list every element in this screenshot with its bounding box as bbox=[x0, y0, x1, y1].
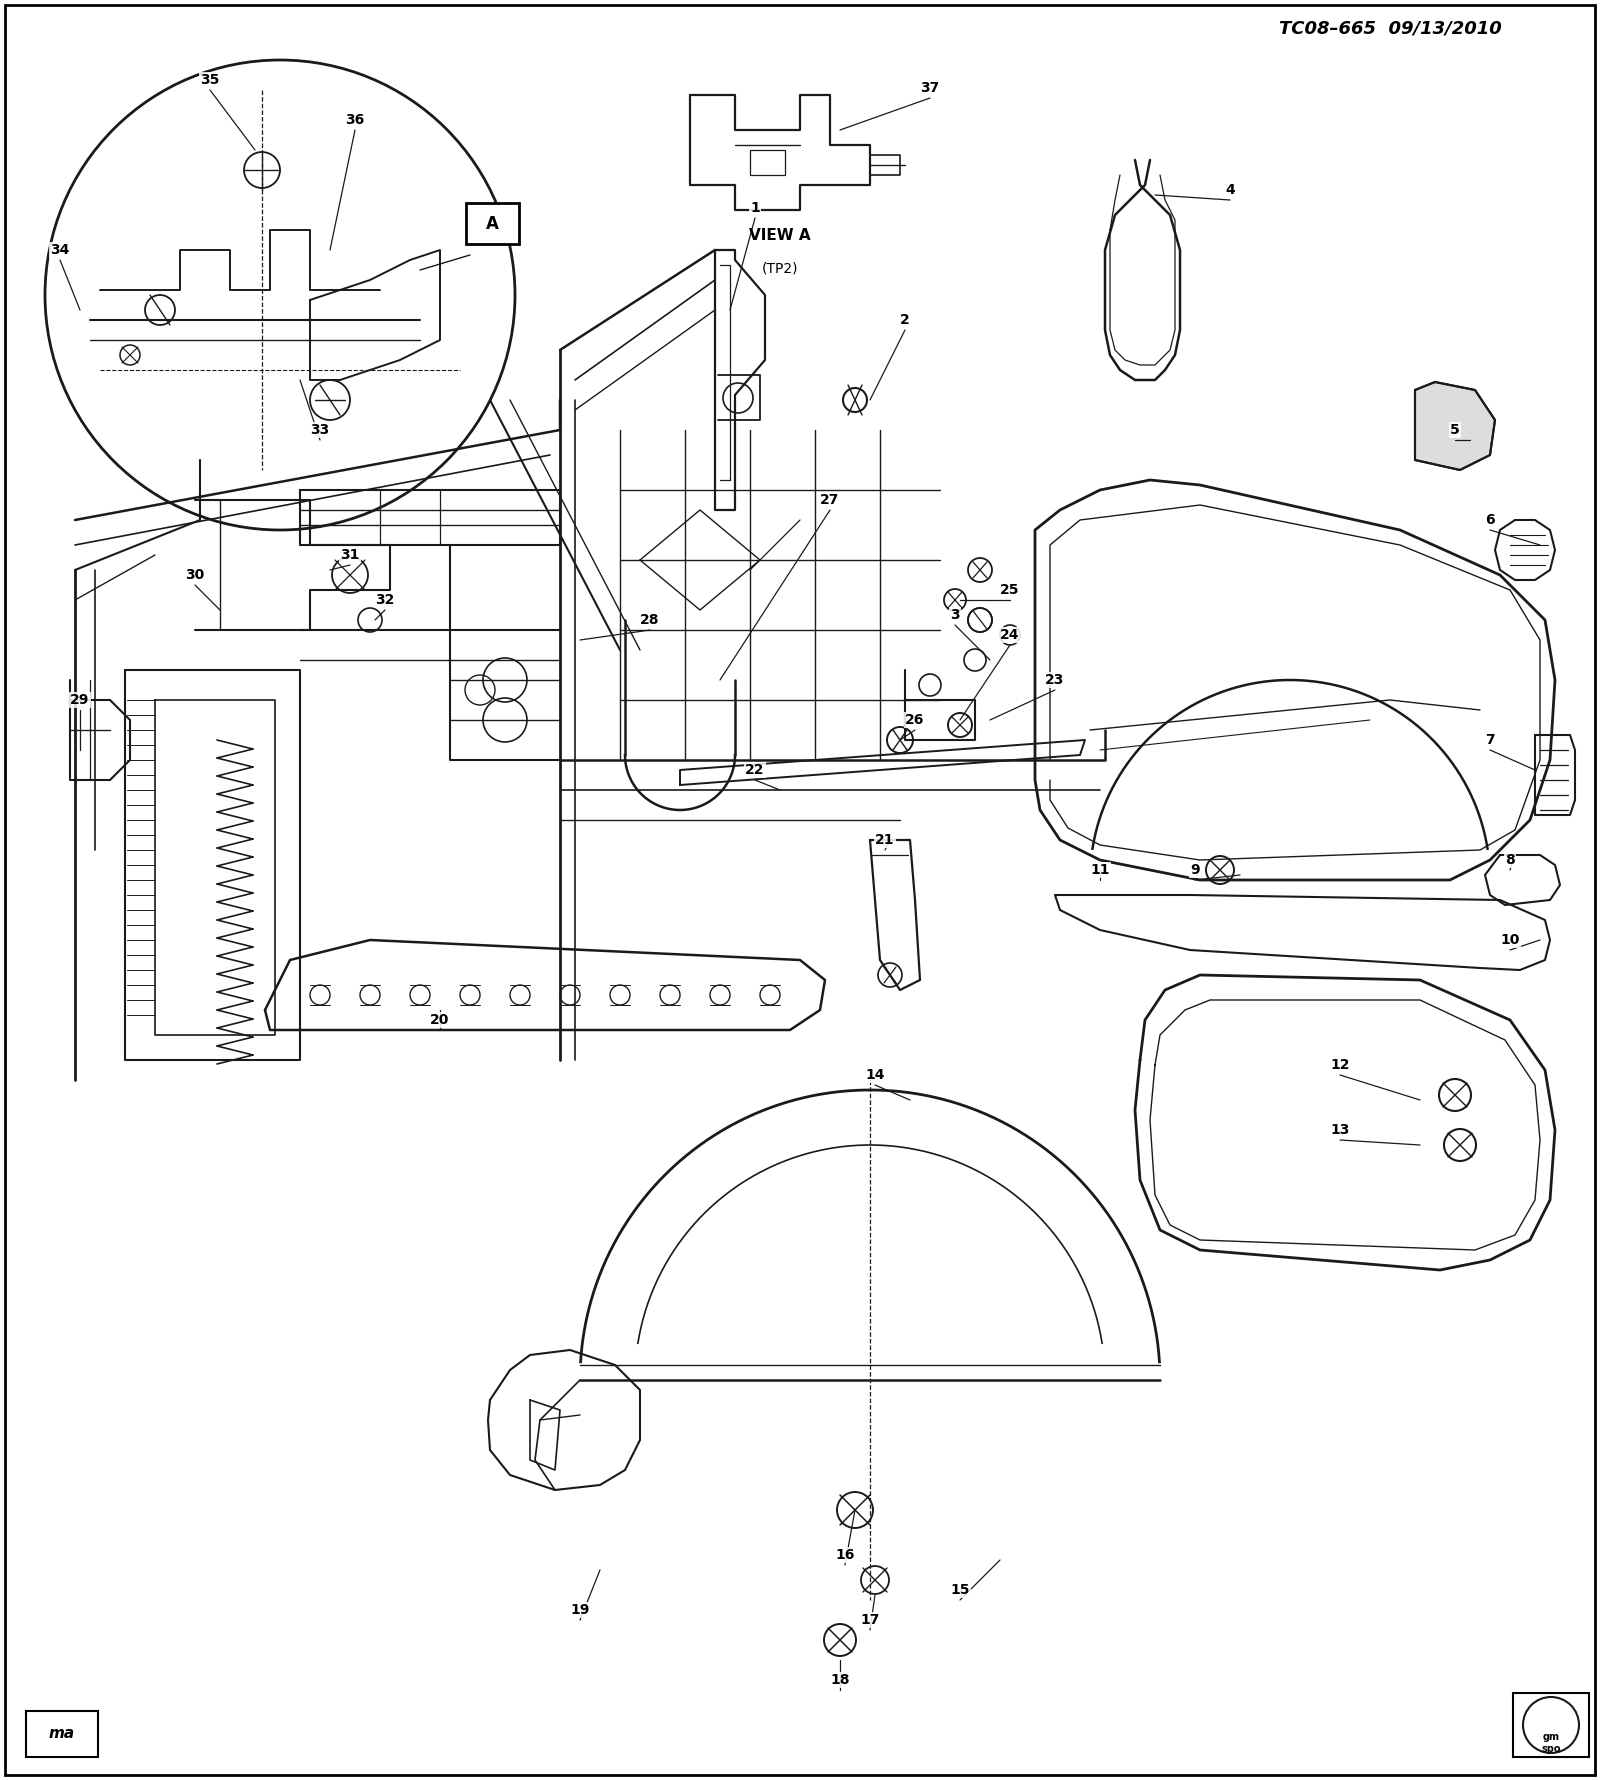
Text: 6: 6 bbox=[1485, 513, 1494, 527]
Text: 35: 35 bbox=[200, 73, 219, 87]
Text: 19: 19 bbox=[570, 1604, 590, 1616]
Text: spo: spo bbox=[1541, 1744, 1560, 1753]
Text: 9: 9 bbox=[1190, 863, 1200, 878]
Text: 5: 5 bbox=[1450, 424, 1459, 438]
Text: 4: 4 bbox=[1226, 183, 1235, 198]
Text: 21: 21 bbox=[875, 833, 894, 847]
Text: 20: 20 bbox=[430, 1013, 450, 1027]
Text: 7: 7 bbox=[1485, 733, 1494, 748]
Text: (TP2): (TP2) bbox=[762, 262, 798, 274]
Text: 14: 14 bbox=[866, 1068, 885, 1082]
Text: 26: 26 bbox=[906, 714, 925, 726]
Text: 27: 27 bbox=[821, 493, 840, 507]
Text: TC08–665  09/13/2010: TC08–665 09/13/2010 bbox=[1278, 20, 1501, 37]
Polygon shape bbox=[1414, 383, 1494, 470]
Text: 29: 29 bbox=[70, 692, 90, 707]
Bar bbox=[750, 150, 786, 174]
Text: gm: gm bbox=[1542, 1732, 1560, 1743]
Text: 36: 36 bbox=[346, 112, 365, 126]
FancyBboxPatch shape bbox=[466, 203, 518, 244]
Text: 16: 16 bbox=[835, 1549, 854, 1563]
Text: 25: 25 bbox=[1000, 584, 1019, 596]
Text: 30: 30 bbox=[186, 568, 205, 582]
Text: 32: 32 bbox=[376, 593, 395, 607]
Text: ma: ma bbox=[50, 1727, 75, 1741]
Text: 33: 33 bbox=[310, 424, 330, 438]
Text: VIEW A: VIEW A bbox=[749, 228, 811, 242]
Text: 10: 10 bbox=[1501, 933, 1520, 947]
Text: 22: 22 bbox=[746, 764, 765, 778]
Text: 24: 24 bbox=[1000, 628, 1019, 643]
Text: 31: 31 bbox=[341, 548, 360, 562]
Text: 34: 34 bbox=[50, 244, 70, 256]
Text: 3: 3 bbox=[950, 609, 960, 621]
Text: 28: 28 bbox=[640, 612, 659, 627]
Text: 15: 15 bbox=[950, 1582, 970, 1597]
Text: 37: 37 bbox=[920, 82, 939, 94]
Text: 18: 18 bbox=[830, 1673, 850, 1687]
Text: 8: 8 bbox=[1506, 853, 1515, 867]
Text: 13: 13 bbox=[1330, 1123, 1350, 1137]
Text: 17: 17 bbox=[861, 1613, 880, 1627]
Text: 11: 11 bbox=[1090, 863, 1110, 878]
Text: 1: 1 bbox=[750, 201, 760, 215]
Text: 2: 2 bbox=[901, 313, 910, 328]
Text: 23: 23 bbox=[1045, 673, 1064, 687]
Text: 12: 12 bbox=[1330, 1057, 1350, 1072]
Text: A: A bbox=[486, 215, 499, 233]
